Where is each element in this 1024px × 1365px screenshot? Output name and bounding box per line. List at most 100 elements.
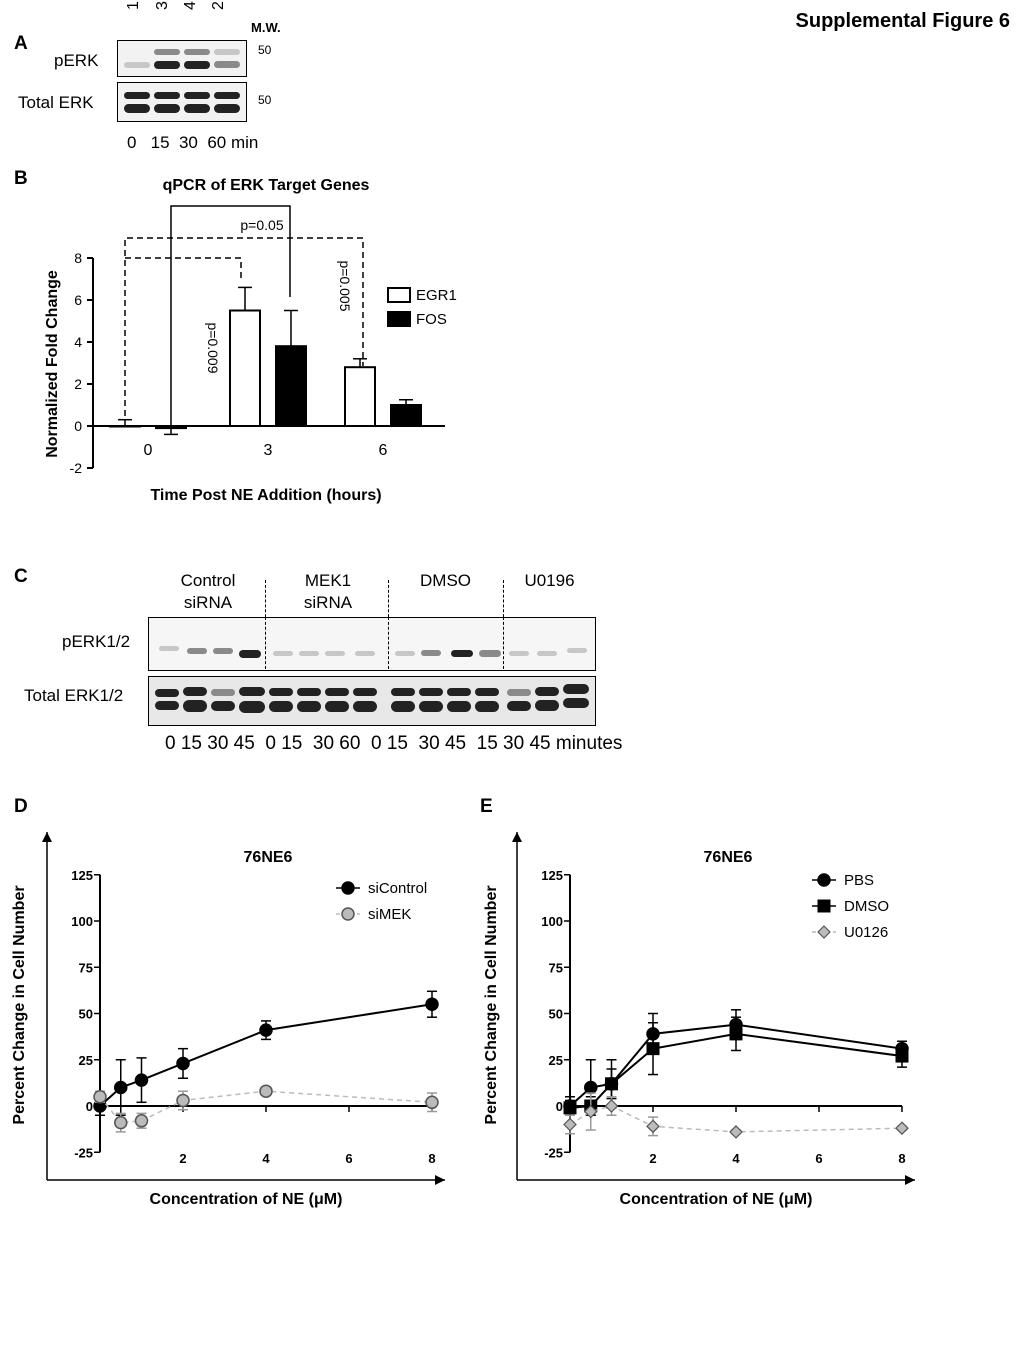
y-tick-label: 100 <box>541 914 563 929</box>
data-point <box>93 1090 107 1104</box>
legend-label: FOS <box>416 311 447 328</box>
data-point <box>729 1027 743 1041</box>
panel-b-letter: B <box>14 168 28 189</box>
bar-fos <box>155 425 187 430</box>
x-tick-label: 2 <box>649 1151 656 1166</box>
data-point <box>895 1121 909 1136</box>
y-tick-label: 100 <box>71 914 93 929</box>
legend-label: U0126 <box>844 924 888 941</box>
x-axis-arrowhead <box>905 1175 915 1185</box>
mw-header: M.W. <box>251 20 281 35</box>
fold-value: 3.9 <box>154 0 172 10</box>
y-axis-label: Percent Change in Cell Number <box>11 885 28 1124</box>
y-tick-label: 75 <box>549 960 563 975</box>
y-tick-label: -25 <box>544 1145 563 1160</box>
y-tick-label: 25 <box>549 1053 563 1068</box>
y-tick-label: -25 <box>74 1145 93 1160</box>
data-point <box>114 1115 128 1130</box>
y-tick-label: 50 <box>549 1007 563 1022</box>
data-point <box>583 1104 598 1119</box>
bracket-egr1-0-6h <box>124 237 364 416</box>
chart-title: qPCR of ERK Target Genes <box>163 177 370 194</box>
fold-value: 2.4 <box>210 0 228 10</box>
panel-d-letter: D <box>14 796 28 817</box>
qpcr-chart: qPCR of ERK Target Genes Time Post NE Ad… <box>44 177 457 504</box>
mw-value: 50 <box>258 43 272 57</box>
data-point <box>259 1023 273 1037</box>
data-point <box>425 1095 439 1110</box>
group-divider <box>503 580 504 622</box>
legend-label: siControl <box>368 880 427 897</box>
legend-marker <box>817 873 831 887</box>
legend-marker <box>817 899 831 913</box>
series-dmso <box>563 1016 909 1116</box>
legend-swatch-egr1 <box>387 287 411 303</box>
blot-c-row-label: Total ERK1/2 <box>24 686 124 705</box>
p-value-annotation: p=0.005 <box>337 261 353 312</box>
panel-a-letter: A <box>14 33 28 54</box>
data-point <box>729 1125 743 1139</box>
legend-label: EGR1 <box>416 287 457 304</box>
legend-swatch-fos <box>387 311 411 327</box>
y-axis-arrowhead <box>512 832 522 842</box>
fold-values: 1.0 3.9 4.6 2.4 <box>122 0 252 40</box>
blot-c-total-erk <box>148 676 596 726</box>
data-point <box>604 1099 619 1113</box>
data-point <box>114 1080 128 1095</box>
x-tick-label: 4 <box>262 1151 270 1166</box>
chart-title: 76NE6 <box>704 849 753 866</box>
lane-divider <box>503 617 504 669</box>
series-u0126 <box>563 1092 909 1139</box>
bar-egr1 <box>344 366 376 428</box>
y-tick-label: 125 <box>71 868 93 883</box>
fold-value: 4.6 <box>182 0 200 10</box>
blot-a-perk <box>117 40 247 77</box>
x-axis-label: Concentration of NE (μM) <box>150 1191 343 1208</box>
legend-marker <box>341 881 355 895</box>
bar-egr1 <box>229 309 261 427</box>
group-label: U0196 <box>524 571 575 590</box>
data-point <box>134 1073 149 1087</box>
y-tick-label: 125 <box>541 868 563 883</box>
x-tick-label: 3 <box>264 442 273 459</box>
blot-a-row-label: pERK <box>54 51 99 70</box>
blot-a-total-erk <box>117 82 247 122</box>
bar-fos <box>390 404 422 427</box>
x-tick-label: 6 <box>379 442 388 459</box>
blot-c-row-label: pERK1/2 <box>62 632 131 651</box>
blot-c-perk <box>148 617 596 671</box>
figure-title: Supplemental Figure 6 <box>795 10 1010 32</box>
group-label: Control siRNA <box>180 571 236 612</box>
legend-marker <box>341 907 355 921</box>
x-tick-label: 4 <box>732 1151 740 1166</box>
blot-a-row-label: Total ERK <box>18 93 94 112</box>
legend-label: DMSO <box>844 898 889 915</box>
fold-value: 1.0 <box>125 0 143 10</box>
mw-value: 50 <box>258 93 272 107</box>
x-tick-label: 8 <box>428 1151 435 1166</box>
series-sicontrol <box>93 990 439 1116</box>
data-point <box>584 1080 598 1095</box>
bracket-fos-0-3h <box>170 205 291 426</box>
y-tick-label: 2 <box>74 376 82 392</box>
data-point <box>134 1114 149 1128</box>
lane-divider <box>265 617 266 669</box>
data-point <box>646 1119 660 1134</box>
bracket-egr1-0-3h <box>125 257 242 281</box>
y-axis-label: Normalized Fold Change <box>44 270 61 458</box>
p-value-annotation: p=0.009 <box>205 323 221 374</box>
legend-label: siMEK <box>368 906 411 923</box>
data-point <box>259 1084 273 1098</box>
chart-title: 76NE6 <box>244 849 293 866</box>
series-simek <box>93 1084 439 1133</box>
y-tick-label: 50 <box>79 1007 93 1022</box>
group-divider <box>265 580 266 622</box>
x-tick-label: 6 <box>815 1151 822 1166</box>
y-axis-label: Percent Change in Cell Number <box>483 885 500 1124</box>
y-tick-label: -2 <box>70 460 83 476</box>
y-tick-label: 0 <box>556 1099 563 1114</box>
x-axis-label: Time Post NE Addition (hours) <box>150 487 381 504</box>
lane-divider <box>388 617 389 669</box>
panel-e-letter: E <box>480 796 493 817</box>
y-tick-label: 6 <box>74 292 82 308</box>
